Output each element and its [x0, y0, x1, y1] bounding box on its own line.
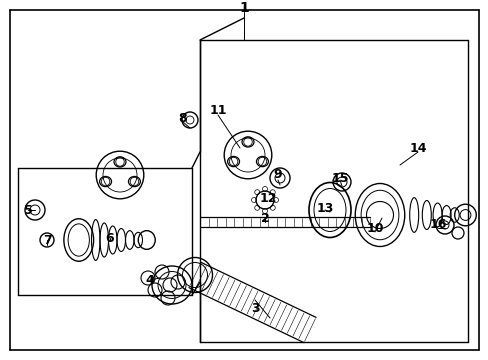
Text: 13: 13	[316, 202, 333, 215]
Text: 2: 2	[260, 211, 269, 225]
Text: 3: 3	[250, 302, 259, 315]
Text: 10: 10	[366, 221, 383, 234]
Text: 8: 8	[178, 112, 187, 125]
Text: 6: 6	[105, 231, 114, 244]
Text: 4: 4	[145, 274, 154, 287]
Text: 7: 7	[42, 234, 51, 247]
Text: 11: 11	[209, 104, 226, 117]
Text: 12: 12	[259, 192, 276, 204]
Text: 14: 14	[408, 141, 426, 154]
Text: 16: 16	[428, 219, 446, 231]
Text: 5: 5	[23, 203, 32, 216]
Text: 9: 9	[273, 168, 282, 181]
Text: 1: 1	[239, 1, 248, 15]
Text: 15: 15	[330, 171, 348, 184]
